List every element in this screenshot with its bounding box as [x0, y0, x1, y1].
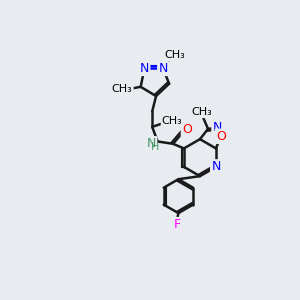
Text: CH₃: CH₃ [112, 84, 133, 94]
Text: CH₃: CH₃ [162, 116, 183, 126]
Text: O: O [216, 130, 226, 143]
Text: O: O [182, 123, 192, 136]
Text: N: N [212, 121, 222, 134]
Text: N: N [147, 137, 156, 150]
Text: CH₃: CH₃ [191, 107, 212, 117]
Text: CH₃: CH₃ [164, 50, 185, 60]
Text: H: H [151, 142, 160, 152]
Text: N: N [211, 160, 220, 173]
Text: F: F [173, 218, 180, 231]
Text: N: N [140, 62, 149, 75]
Text: N: N [158, 62, 168, 75]
